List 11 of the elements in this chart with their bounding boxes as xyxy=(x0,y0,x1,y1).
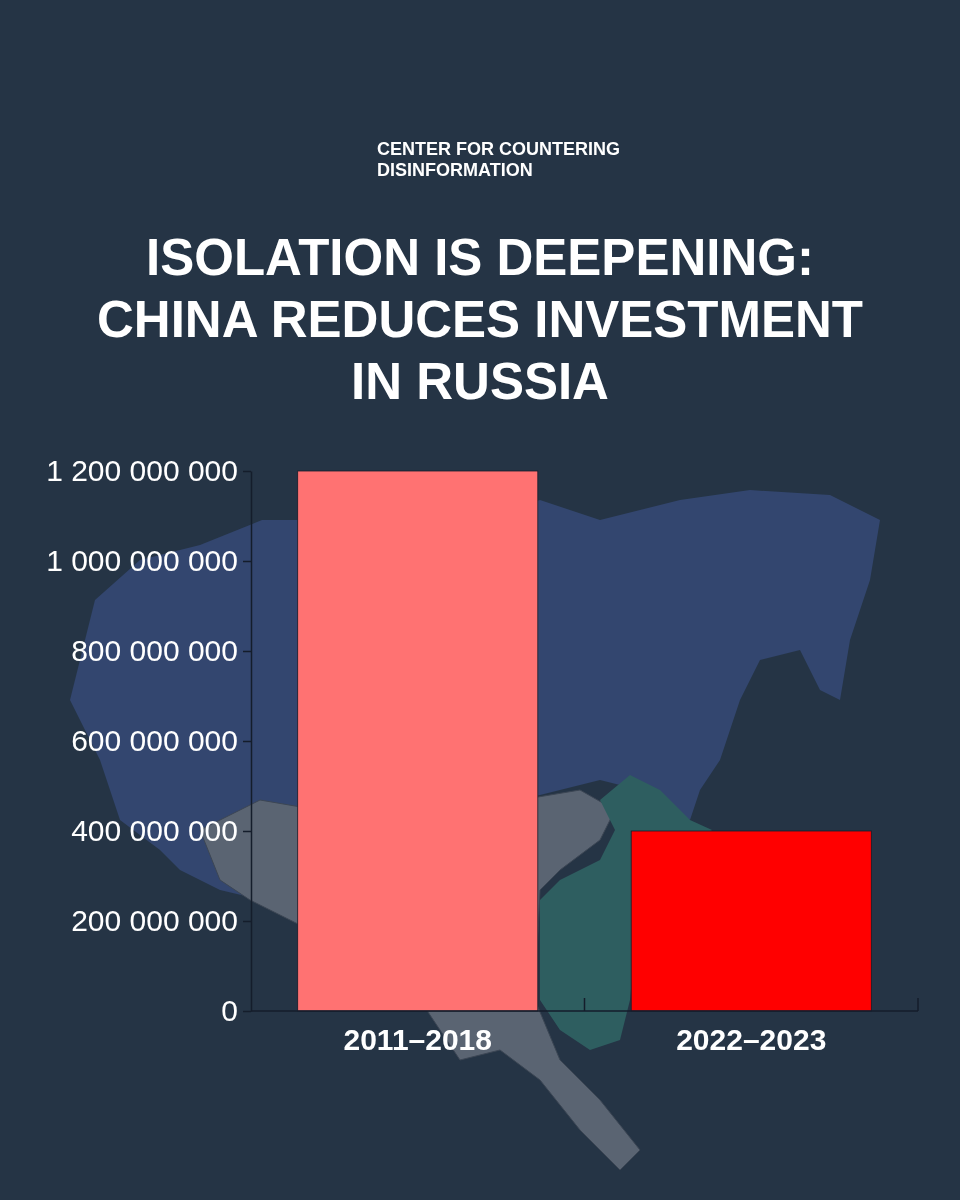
y-tick-label: 400 000 000 xyxy=(71,814,238,848)
x-tick-label: 2011–2018 xyxy=(343,1023,493,1056)
y-tick-label: 1 200 000 000 xyxy=(46,454,238,488)
x-tick-label: 2022–2023 xyxy=(676,1023,827,1056)
y-tick-label: 800 000 000 xyxy=(71,634,238,668)
y-tick-label: 600 000 000 xyxy=(71,724,238,758)
y-tick-label: 0 xyxy=(221,994,238,1028)
y-tick-label: 1 000 000 000 xyxy=(46,544,238,578)
text: CENTER FOR COUNTERING DISINFORMATION xyxy=(377,139,620,180)
chart-title: ISOLATION IS DEEPENING: CHINA REDUCES INVESTMENT IN RUSSIA xyxy=(97,229,863,410)
y-tick-label: 200 000 000 xyxy=(71,904,238,938)
